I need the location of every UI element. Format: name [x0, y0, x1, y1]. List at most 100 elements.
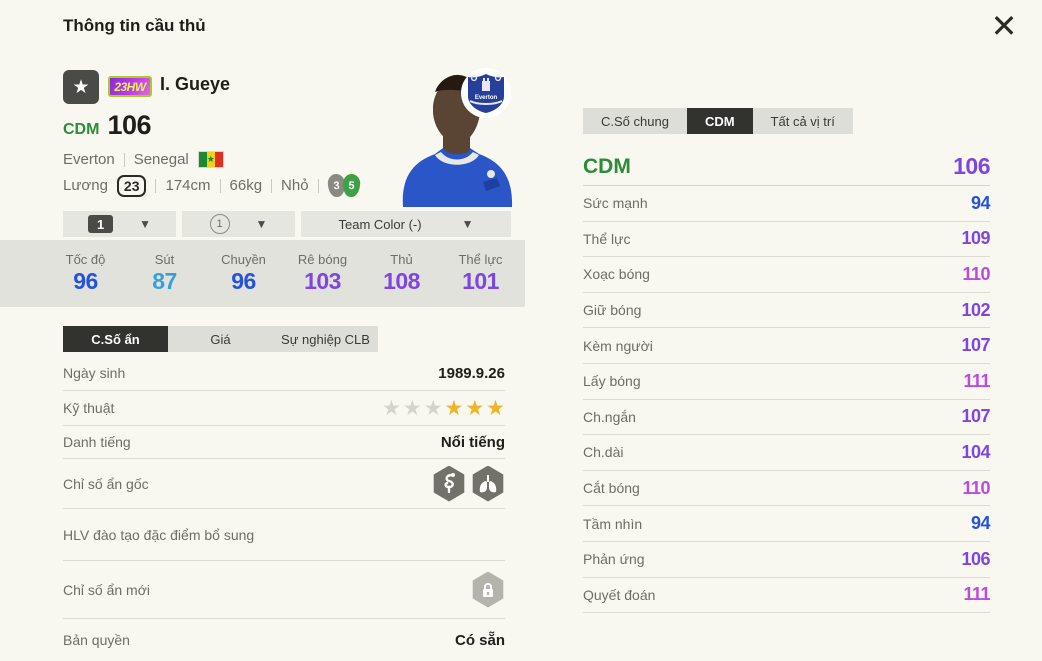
svg-text:Everton: Everton — [475, 95, 498, 101]
separator — [271, 178, 273, 193]
position-stat-value: 106 — [961, 548, 990, 569]
player-weight: 66kg — [229, 177, 263, 194]
summary-stat-label: Rê bóng — [297, 252, 348, 267]
position-stats-panel: CDM 106 Sức mạnh 94 Thể lực 109 Xoạc bóng 110… — [583, 148, 991, 614]
player-height: 174cm — [165, 177, 211, 194]
coach-trait-label: HLV đào tạo đặc điểm bổ sung — [63, 526, 255, 543]
lock-icon — [472, 571, 504, 608]
position-stat-row: Cắt bóng 110 — [583, 471, 990, 507]
club-name: Everton — [63, 151, 115, 168]
chevron-down-icon: ▼ — [255, 217, 268, 231]
position-stat-row: Phản ứng 106 — [583, 542, 990, 578]
position-stat-row: Thể lực 109 — [583, 222, 990, 258]
season-badge: 23HW — [108, 76, 152, 97]
summary-stat-value: 103 — [304, 268, 341, 294]
chevron-down-icon: ▼ — [139, 217, 152, 231]
tab-gi-[interactable]: Giá — [168, 326, 273, 352]
player-photo: Everton — [383, 62, 523, 207]
rating-star-icon: ★ — [465, 396, 485, 420]
separator — [219, 178, 221, 193]
technique-label: Kỹ thuật — [63, 400, 115, 416]
copyright-label: Bản quyền — [63, 632, 130, 648]
rating-star-icon: ★ — [486, 396, 505, 420]
position-header-value: 106 — [953, 153, 990, 179]
summary-stat: Thể lực 101 — [441, 252, 520, 295]
tab-s-nghi-p-clb[interactable]: Sự nghiệp CLB — [273, 326, 378, 352]
position-stat-label: Lấy bóng — [583, 373, 641, 390]
team-color-dropdown[interactable]: Team Color (-) ▼ — [301, 211, 511, 237]
filter-row: 1 ▼ 1 ▼ Team Color (-) ▼ — [63, 211, 511, 237]
summary-stat-label: Thủ — [390, 252, 413, 267]
position-stat-label: Thể lực — [583, 230, 631, 247]
position-stat-value: 104 — [961, 441, 990, 462]
summary-stat-label: Tốc độ — [65, 252, 106, 267]
favorite-star-icon: ★ — [72, 76, 90, 98]
separator — [317, 178, 319, 193]
fame-value: Nổi tiếng — [440, 433, 505, 451]
physical-row: Lương 23 174cm 66kg Nhỏ 3 5 — [63, 173, 361, 198]
level-dropdown[interactable]: 1 ▼ — [63, 211, 176, 237]
position-stat-row: Quyết đoán 111 — [583, 578, 990, 614]
birthdate-value: 1989.9.26 — [438, 364, 505, 382]
birthdate-label: Ngày sinh — [63, 365, 126, 381]
rating-star-icon: ★ — [382, 396, 401, 420]
team-color-label: Team Color (-) — [338, 216, 422, 232]
separator — [155, 178, 157, 193]
favorite-button[interactable]: ★ — [63, 70, 99, 104]
salary-label: Lương — [63, 177, 108, 194]
position-stat-value: 111 — [963, 584, 990, 605]
position-stat-row: Tầm nhìn 94 — [583, 506, 991, 542]
position-stat-row: Ch.ngắn 107 — [583, 400, 990, 436]
strong-foot-icon: 5 — [341, 173, 361, 198]
position-stat-label: Tầm nhìn — [583, 515, 643, 532]
body-type: Nhỏ — [281, 177, 309, 194]
position-stat-value: 110 — [962, 263, 990, 284]
technique-star-rating: ★ ★ ★ ★ ★ ★ — [380, 398, 505, 419]
nation-name: Senegal — [133, 151, 189, 168]
summary-stat-value: 96 — [231, 268, 256, 294]
rating-star-icon: ★ — [402, 396, 422, 420]
birthdate-row: Ngày sinh 1989.9.26 — [63, 356, 505, 391]
position-stat-value: 107 — [961, 406, 990, 427]
grade-dropdown[interactable]: 1 ▼ — [182, 211, 295, 237]
summary-stat: Rê bóng 103 — [283, 252, 362, 295]
tab-c-s-n[interactable]: C.Số ẩn — [63, 326, 168, 352]
hidden-new-label: Chỉ số ẩn mới — [63, 581, 150, 598]
rating-star-icon: ★ — [423, 396, 443, 420]
lungs-trait-icon — [472, 465, 504, 502]
separator — [123, 152, 125, 167]
chevron-down-icon: ▼ — [461, 217, 474, 231]
position-stat-value: 107 — [961, 335, 990, 356]
position-stat-value: 111 — [963, 370, 990, 391]
hidden-new-row: Chỉ số ẩn mới — [63, 561, 505, 619]
tab-t-t-c-v-tr-[interactable]: Tất cả vị trí — [752, 108, 853, 134]
position-stat-value: 102 — [961, 299, 990, 320]
position-stat-value: 94 — [970, 192, 991, 213]
club-nation-row: Everton Senegal ★ — [63, 151, 224, 168]
position-stat-row: Giữ bóng 102 — [583, 293, 990, 329]
position-stat-value: 110 — [962, 477, 990, 498]
position-stat-label: Xoạc bóng — [583, 266, 650, 283]
close-icon[interactable]: ✕ — [990, 8, 1018, 44]
summary-stat-label: Sút — [154, 252, 175, 267]
position-stat-value: 109 — [961, 228, 990, 249]
position-stat-label: Ch.dài — [583, 444, 624, 461]
tab-c-s-chung[interactable]: C.Số chung — [583, 108, 687, 134]
position-stats-header: CDM 106 — [583, 148, 990, 186]
position-stat-value: 94 — [970, 513, 991, 534]
position-stat-list: Sức mạnh 94 Thể lực 109 Xoạc bóng 110 Giữ bóng… — [583, 186, 991, 614]
snake-trait-icon — [433, 465, 465, 502]
summary-stat-label: Thể lực — [458, 252, 503, 267]
position-stat-label: Kèm người — [583, 337, 653, 354]
summary-stat: Tốc độ 96 — [46, 252, 125, 295]
summary-stat-label: Chuyền — [221, 252, 266, 267]
position-stat-row: Sức mạnh 94 — [583, 186, 991, 222]
everton-crest-icon: Everton — [461, 68, 511, 118]
position-stat-label: Cắt bóng — [583, 480, 640, 497]
summary-stat: Thủ 108 — [362, 252, 441, 295]
rating-star-icon: ★ — [444, 396, 464, 420]
position-stat-row: Kèm người 107 — [583, 328, 990, 364]
tab-cdm[interactable]: CDM — [686, 108, 753, 134]
summary-stat: Sút 87 — [125, 252, 204, 295]
summary-stat-value: 87 — [152, 268, 177, 294]
